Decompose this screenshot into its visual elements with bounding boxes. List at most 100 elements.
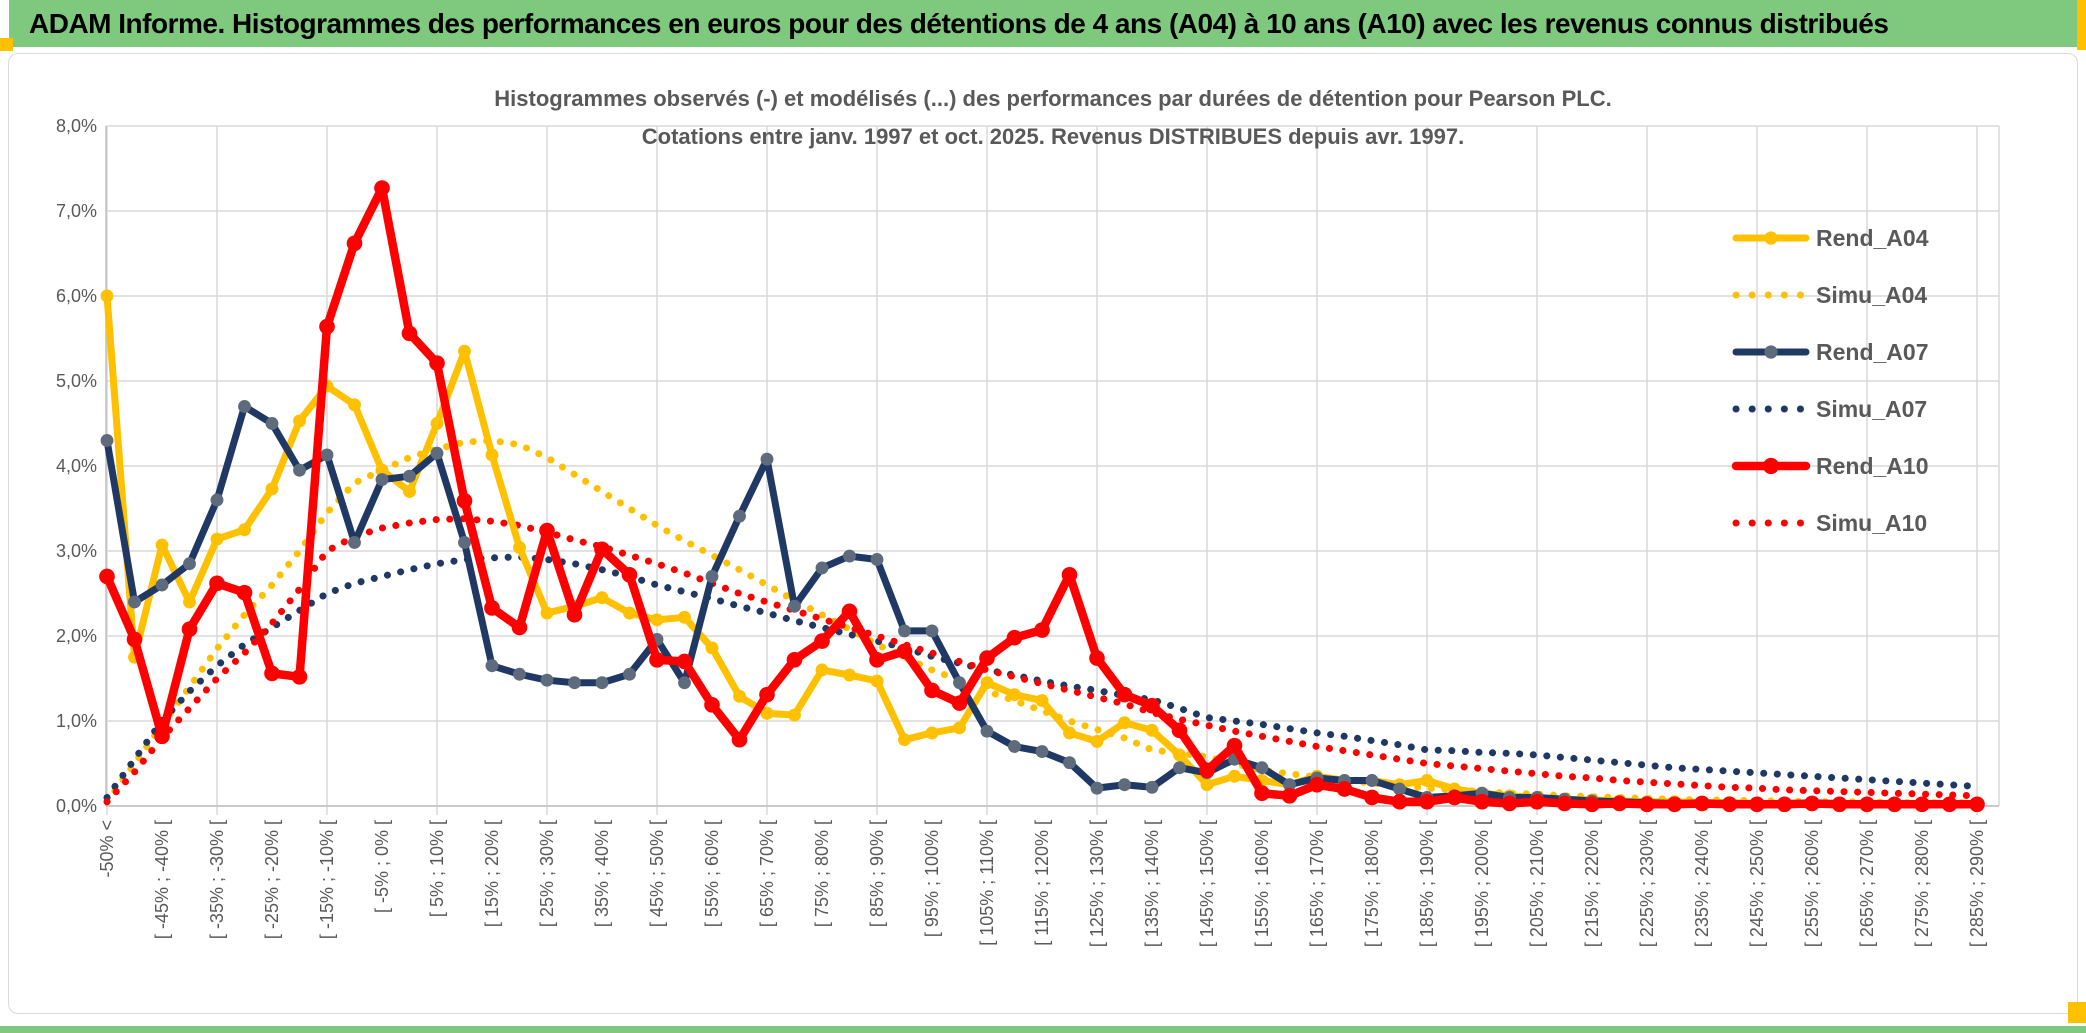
series-marker-Rend_A10 — [1391, 793, 1408, 810]
series-marker-Rend_A04 — [898, 733, 911, 747]
series-marker-Rend_A04 — [1228, 769, 1241, 783]
series-marker-Rend_A07 — [1035, 745, 1049, 759]
series-marker-Rend_A07 — [458, 536, 471, 549]
series-marker-Rend_A07 — [595, 676, 609, 690]
series-marker-Rend_A07 — [183, 557, 196, 571]
x-tick-label: [ 125% ; 130% [ — [1087, 820, 1107, 947]
series-marker-Rend_A10 — [264, 665, 280, 682]
series-marker-Rend_A07 — [898, 624, 911, 638]
series-marker-Rend_A04 — [238, 523, 251, 537]
series-marker-Rend_A10 — [1474, 793, 1490, 810]
series-marker-Rend_A04 — [210, 532, 224, 546]
x-tick-label: [ 75% ; 80% [ — [812, 820, 832, 927]
series-marker-Rend_A10 — [1859, 796, 1875, 813]
series-marker-Rend_A07 — [1393, 782, 1406, 796]
legend-marker-Rend_A10 — [1762, 457, 1780, 475]
series-marker-Rend_A10 — [731, 731, 748, 748]
series-marker-Rend_A04 — [733, 689, 746, 703]
series-marker-Rend_A04 — [705, 641, 719, 655]
series-marker-Rend_A10 — [1171, 722, 1188, 739]
series-marker-Rend_A07 — [265, 417, 279, 430]
series-marker-Rend_A04 — [925, 726, 939, 740]
series-marker-Rend_A10 — [1034, 622, 1050, 638]
series-marker-Rend_A10 — [1529, 793, 1545, 810]
series-marker-Rend_A04 — [1090, 734, 1104, 748]
series-marker-Rend_A07 — [1255, 761, 1269, 775]
series-marker-Rend_A10 — [374, 180, 390, 196]
green-bottom-strip — [0, 1026, 2086, 1033]
y-tick-label: 3,0% — [56, 541, 97, 561]
series-line-Rend_A04 — [103, 292, 1981, 808]
x-tick-label: [ 265% ; 270% [ — [1857, 820, 1877, 947]
series-marker-Rend_A04 — [458, 344, 471, 358]
series-marker-Rend_A04 — [430, 417, 444, 430]
x-tick-label: [ 285% ; 290% [ — [1967, 820, 1987, 947]
series-marker-Rend_A04 — [485, 448, 499, 462]
y-tick-label: 8,0% — [56, 116, 97, 136]
series-marker-Rend_A04 — [650, 613, 664, 627]
x-tick-label: [ 5% ; 10% [ — [427, 820, 447, 917]
series-marker-Rend_A10 — [1116, 686, 1133, 703]
series-marker-Rend_A07 — [320, 448, 334, 462]
series-marker-Rend_A07 — [100, 434, 114, 447]
series-marker-Rend_A10 — [319, 318, 335, 335]
x-tick-label: -50% < — [97, 820, 117, 878]
y-tick-label: 5,0% — [56, 371, 97, 391]
x-tick-label: [ 25% ; 30% [ — [537, 820, 557, 927]
series-marker-Rend_A07 — [870, 553, 884, 566]
series-marker-Rend_A04 — [843, 668, 856, 682]
series-marker-Rend_A04 — [678, 610, 691, 624]
series-marker-Rend_A07 — [623, 667, 636, 681]
x-tick-label: [ 135% ; 140% [ — [1142, 820, 1162, 947]
series-marker-Rend_A04 — [1173, 748, 1186, 762]
series-marker-Rend_A07 — [1173, 761, 1186, 775]
gold-accent-top-right — [2077, 0, 2086, 50]
legend-label-Simu_A10: Simu_A10 — [1816, 510, 1927, 536]
series-marker-Rend_A07 — [1283, 778, 1296, 792]
y-tick-label: 0,0% — [56, 796, 97, 816]
series-marker-Rend_A04 — [1420, 774, 1434, 787]
series-marker-Rend_A10 — [1804, 795, 1820, 812]
series-marker-Rend_A04 — [375, 463, 389, 477]
series-marker-Rend_A07 — [953, 676, 966, 690]
series-marker-Rend_A10 — [429, 355, 445, 371]
performance-chart: Histogrammes observés (-) et modélisés (… — [56, 86, 2000, 947]
series-marker-Rend_A10 — [1611, 795, 1628, 812]
series-marker-Rend_A04 — [540, 606, 554, 620]
series-marker-Rend_A10 — [209, 575, 225, 592]
series-marker-Rend_A04 — [1035, 694, 1049, 708]
gold-accent-bottom-right — [2068, 1002, 2086, 1023]
series-marker-Rend_A04 — [265, 482, 279, 496]
series-marker-Rend_A10 — [649, 651, 665, 668]
x-tick-label: [ 175% ; 180% [ — [1362, 820, 1382, 947]
legend-label-Rend_A04: Rend_A04 — [1816, 225, 1929, 251]
series-marker-Rend_A07 — [375, 473, 389, 487]
series-marker-Rend_A10 — [1749, 796, 1765, 813]
series-marker-Rend_A10 — [346, 235, 363, 252]
series-marker-Rend_A04 — [595, 591, 609, 605]
series-marker-Rend_A04 — [953, 721, 966, 735]
series-marker-Rend_A04 — [760, 706, 774, 720]
series-marker-Rend_A07 — [678, 676, 691, 690]
x-tick-label: [ -15% ; -10% [ — [317, 820, 337, 939]
series-marker-Rend_A04 — [870, 674, 884, 688]
series-marker-Rend_A10 — [1061, 566, 1078, 583]
series-marker-Rend_A04 — [815, 663, 829, 677]
series-marker-Rend_A07 — [980, 724, 994, 738]
legend-label-Rend_A10: Rend_A10 — [1816, 453, 1928, 479]
series-marker-Rend_A07 — [513, 667, 526, 681]
series-line-Simu_A10 — [103, 515, 1981, 806]
x-tick-label: [ 205% ; 210% [ — [1527, 820, 1547, 947]
gold-accent-left — [0, 38, 13, 51]
x-tick-label: [ 255% ; 260% [ — [1802, 820, 1822, 947]
series-marker-Rend_A07 — [293, 463, 306, 477]
series-marker-Rend_A04 — [1063, 726, 1076, 740]
series-marker-Rend_A10 — [99, 568, 115, 585]
series-marker-Rend_A10 — [1941, 796, 1958, 813]
x-tick-label: [ -35% ; -30% [ — [207, 820, 227, 939]
legend-label-Rend_A07: Rend_A07 — [1816, 339, 1928, 365]
series-marker-Rend_A10 — [1309, 776, 1325, 793]
x-tick-label: [ 235% ; 240% [ — [1692, 820, 1712, 947]
series-marker-Rend_A10 — [841, 603, 858, 620]
series-marker-Rend_A10 — [759, 686, 775, 703]
